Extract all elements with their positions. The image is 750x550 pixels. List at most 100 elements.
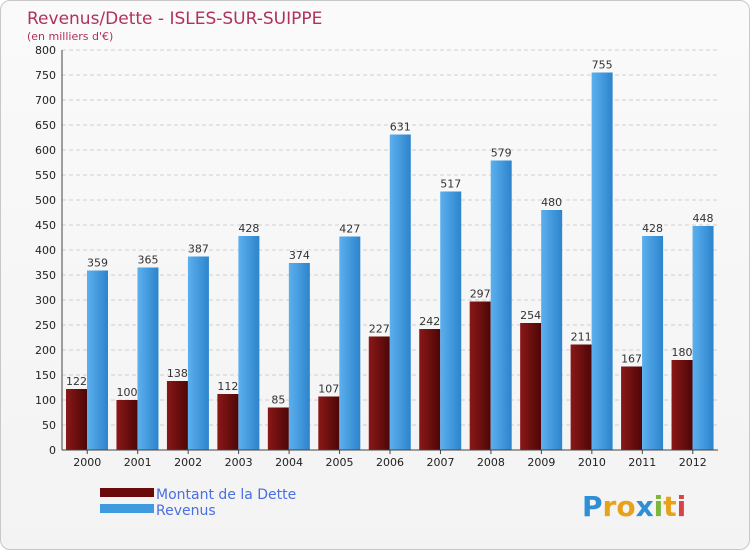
- x-tick-label: 2012: [679, 456, 707, 469]
- x-tick-label: 2000: [73, 456, 101, 469]
- data-label: 85: [271, 394, 285, 407]
- bar-revenus: [490, 160, 512, 450]
- y-tick-label: 150: [35, 369, 56, 382]
- data-label: 448: [693, 212, 714, 225]
- data-label: 517: [440, 178, 461, 191]
- bar-revenus: [642, 236, 664, 450]
- data-label: 427: [339, 223, 360, 236]
- data-label: 755: [592, 59, 613, 72]
- y-tick-label: 300: [35, 294, 56, 307]
- y-tick-label: 50: [42, 419, 56, 432]
- legend-label-revenus: Revenus: [156, 503, 216, 519]
- bar-revenus: [137, 267, 159, 450]
- bar-revenus: [288, 263, 310, 450]
- y-tick-label: 400: [35, 244, 56, 257]
- bar-revenus: [541, 210, 563, 450]
- x-tick-label: 2005: [326, 456, 354, 469]
- y-tick-label: 550: [35, 169, 56, 182]
- y-tick-label: 700: [35, 94, 56, 107]
- x-tick-label: 2007: [426, 456, 454, 469]
- bar-revenus: [591, 72, 613, 450]
- data-label: 100: [116, 386, 137, 399]
- bar-dette: [116, 400, 138, 450]
- bar-dette: [368, 336, 390, 450]
- y-tick-label: 650: [35, 119, 56, 132]
- y-tick-label: 0: [49, 444, 56, 457]
- y-tick-label: 100: [35, 394, 56, 407]
- x-tick-label: 2006: [376, 456, 404, 469]
- bar-dette: [520, 323, 542, 450]
- bar-revenus: [238, 236, 260, 450]
- data-label: 138: [167, 367, 188, 380]
- bar-dette: [621, 366, 643, 450]
- y-tick-label: 450: [35, 219, 56, 232]
- data-label: 167: [621, 353, 642, 366]
- logo-letter: i: [654, 490, 664, 523]
- x-tick-label: 2001: [124, 456, 152, 469]
- legend-swatch-dette: [100, 488, 154, 497]
- logo-letter: x: [636, 490, 654, 523]
- bar-revenus: [339, 236, 361, 450]
- data-label: 242: [419, 315, 440, 328]
- bar-dette: [570, 344, 592, 450]
- logo-letter: r: [603, 490, 617, 523]
- labels: 0 50 100 150 200 250 300 350 400 450 500 550 600 650 7…: [35, 44, 714, 469]
- y-tick-label: 350: [35, 269, 56, 282]
- axes: [61, 50, 718, 454]
- bar-revenus: [692, 226, 714, 450]
- bar-dette: [671, 360, 693, 450]
- bar-revenus: [389, 134, 411, 450]
- data-label: 428: [238, 222, 259, 235]
- data-label: 480: [541, 196, 562, 209]
- legend-swatch-revenus: [100, 504, 154, 513]
- x-tick-label: 2004: [275, 456, 303, 469]
- data-label: 211: [571, 331, 592, 344]
- bar-revenus: [87, 270, 108, 450]
- data-label: 631: [390, 121, 411, 134]
- x-tick-label: 2009: [527, 456, 555, 469]
- bar-dette: [166, 381, 188, 450]
- bar-dette: [318, 396, 340, 450]
- bar-dette: [66, 389, 87, 450]
- legend-label-dette: Montant de la Dette: [156, 487, 296, 503]
- legend: Montant de la Dette Revenus: [100, 487, 296, 519]
- logo-letter: i: [677, 490, 687, 523]
- x-tick-label: 2010: [578, 456, 606, 469]
- bar-revenus: [440, 191, 462, 450]
- y-tick-label: 750: [35, 69, 56, 82]
- y-tick-label: 600: [35, 144, 56, 157]
- logo-letter: P: [582, 490, 603, 523]
- bar-dette: [217, 394, 239, 450]
- data-label: 387: [188, 243, 209, 256]
- bar-dette: [419, 329, 441, 450]
- x-tick-label: 2008: [477, 456, 505, 469]
- data-label: 297: [470, 288, 491, 301]
- y-tick-label: 800: [35, 44, 56, 57]
- y-tick-label: 500: [35, 194, 56, 207]
- x-tick-label: 2003: [225, 456, 253, 469]
- bar-revenus: [187, 256, 209, 450]
- chart-title: Revenus/Dette - ISLES-SUR-SUIPPE: [27, 9, 322, 29]
- chart-subtitle: (en milliers d'€): [27, 30, 113, 43]
- proxiti-logo: Proxiti: [582, 490, 686, 523]
- y-tick-label: 200: [35, 344, 56, 357]
- data-label: 227: [369, 323, 390, 336]
- data-label: 107: [318, 383, 339, 396]
- logo-letter: t: [663, 490, 676, 523]
- data-label: 122: [66, 375, 87, 388]
- x-tick-label: 2011: [628, 456, 656, 469]
- bars: [66, 72, 714, 450]
- data-label: 359: [87, 257, 108, 270]
- bar-dette: [469, 301, 491, 450]
- logo-letter: o: [616, 490, 635, 523]
- data-label: 428: [642, 222, 663, 235]
- data-label: 180: [672, 346, 693, 359]
- bar-dette: [267, 407, 289, 450]
- data-label: 579: [491, 147, 512, 160]
- x-tick-label: 2002: [174, 456, 202, 469]
- data-label: 254: [520, 309, 541, 322]
- data-label: 374: [289, 249, 310, 262]
- data-label: 112: [217, 380, 238, 393]
- data-label: 365: [137, 254, 158, 267]
